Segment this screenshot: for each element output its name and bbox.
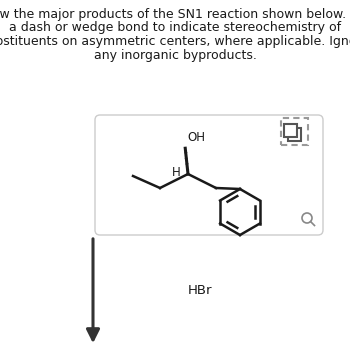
Text: any inorganic byproducts.: any inorganic byproducts. — [93, 48, 257, 61]
Text: H: H — [172, 165, 181, 178]
Text: HBr: HBr — [188, 284, 212, 298]
FancyBboxPatch shape — [95, 115, 323, 235]
Text: substituents on asymmetric centers, where applicable. Ignore: substituents on asymmetric centers, wher… — [0, 35, 350, 48]
Text: OH: OH — [187, 131, 205, 144]
FancyBboxPatch shape — [288, 128, 301, 141]
FancyBboxPatch shape — [284, 124, 297, 137]
Text: Draw the major products of the SN1 reaction shown below. Use: Draw the major products of the SN1 react… — [0, 8, 350, 21]
Text: a dash or wedge bond to indicate stereochemistry of: a dash or wedge bond to indicate stereoc… — [9, 22, 341, 34]
